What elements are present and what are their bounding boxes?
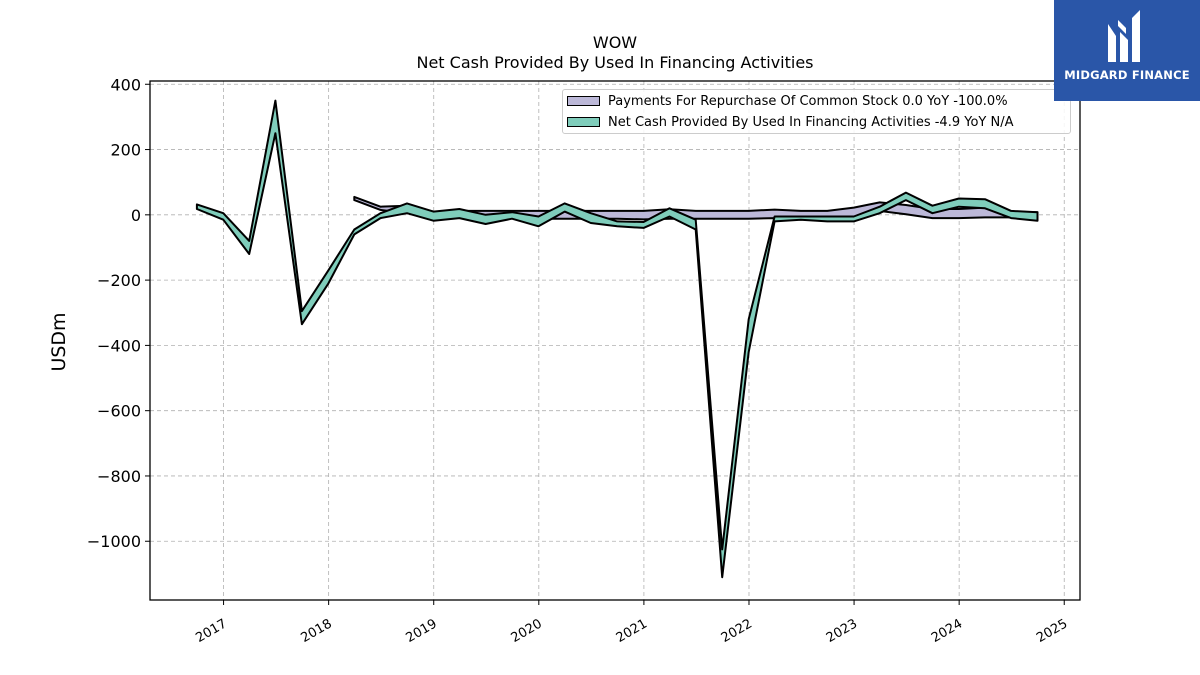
legend-swatch-repurchase xyxy=(567,96,600,106)
y-tick-label: −1000 xyxy=(87,532,141,551)
x-tick-label: 2023 xyxy=(824,616,860,646)
y-tick-label: 200 xyxy=(110,141,141,160)
y-tick-label: −800 xyxy=(97,467,141,486)
legend-item-financing: Net Cash Provided By Used In Financing A… xyxy=(567,114,1013,130)
grid xyxy=(150,81,1080,600)
legend-item-repurchase: Payments For Repurchase Of Common Stock … xyxy=(567,93,1008,109)
x-tick-label: 2018 xyxy=(298,616,334,646)
x-tick-label: 2019 xyxy=(404,616,440,646)
legend-swatch-financing xyxy=(567,117,600,127)
x-tick-label: 2020 xyxy=(509,616,545,646)
brand-logo: MIDGARD FINANCE xyxy=(1054,0,1200,101)
series-band-1 xyxy=(195,99,1039,579)
chart-subtitle: Net Cash Provided By Used In Financing A… xyxy=(416,53,813,72)
y-tick-label: −600 xyxy=(97,402,141,421)
chart-title: WOW xyxy=(593,33,637,52)
y-tick-label: −200 xyxy=(97,271,141,290)
midgard-logo-icon xyxy=(1108,10,1140,62)
plot-frame xyxy=(149,80,1081,601)
x-ticks: 2017 2018 2019 2020 2021 2022 2023 2024 2025 xyxy=(193,600,1070,646)
legend-label-repurchase: Payments For Repurchase Of Common Stock … xyxy=(608,93,1008,109)
x-tick-label: 2022 xyxy=(719,616,755,646)
x-tick-label: 2025 xyxy=(1034,616,1070,646)
y-axis-label: USDm xyxy=(48,312,70,371)
series-layer xyxy=(195,99,1039,579)
x-tick-label: 2024 xyxy=(929,616,965,646)
x-tick-label: 2021 xyxy=(614,616,650,646)
x-tick-label: 2017 xyxy=(193,616,229,646)
y-tick-label: 0 xyxy=(131,206,141,225)
logo-text: MIDGARD FINANCE xyxy=(1064,68,1190,82)
y-tick-label: −400 xyxy=(97,336,141,355)
legend-label-financing: Net Cash Provided By Used In Financing A… xyxy=(608,114,1014,130)
legend: Payments For Repurchase Of Common Stock … xyxy=(562,89,1071,134)
y-ticks: 400 200 0 −200 −400 −600 −800 −1000 xyxy=(87,75,150,551)
y-tick-label: 400 xyxy=(110,75,141,94)
